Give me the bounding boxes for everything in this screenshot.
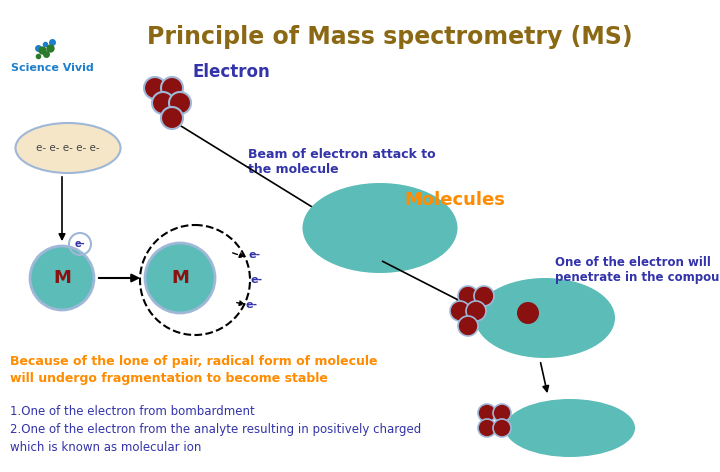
Circle shape [478, 419, 496, 437]
Circle shape [493, 419, 511, 437]
Circle shape [458, 316, 478, 336]
Circle shape [466, 301, 486, 321]
Text: e-: e- [251, 275, 263, 285]
Text: Beam of electron attack to
the molecule: Beam of electron attack to the molecule [248, 148, 436, 176]
Ellipse shape [302, 183, 457, 273]
Text: One of the electron will
penetrate in the compound: One of the electron will penetrate in th… [555, 256, 720, 284]
Text: Because of the lone of pair, radical form of molecule
will undergo fragmentation: Because of the lone of pair, radical for… [10, 355, 377, 385]
Circle shape [478, 404, 496, 422]
Circle shape [161, 107, 183, 129]
Text: Molecules: Molecules [405, 191, 505, 209]
Circle shape [169, 92, 191, 114]
Circle shape [161, 77, 183, 99]
Circle shape [145, 243, 215, 313]
Text: M: M [171, 269, 189, 287]
Text: e- e- e- e- e-: e- e- e- e- e- [36, 143, 100, 153]
Text: Science Vivid: Science Vivid [11, 63, 94, 73]
Circle shape [450, 301, 470, 321]
Circle shape [458, 286, 478, 306]
Text: Electron: Electron [192, 63, 270, 81]
Text: 1.One of the electron from bombardment
2.One of the electron from the analyte re: 1.One of the electron from bombardment 2… [10, 405, 421, 454]
Circle shape [517, 302, 539, 324]
Text: e-: e- [75, 239, 85, 249]
Text: Principle of Mass spectrometry (MS): Principle of Mass spectrometry (MS) [147, 25, 633, 49]
Ellipse shape [505, 399, 635, 457]
Text: e-: e- [246, 300, 258, 310]
Circle shape [30, 246, 94, 310]
Ellipse shape [16, 123, 120, 173]
Ellipse shape [475, 278, 615, 358]
Circle shape [493, 404, 511, 422]
Circle shape [144, 77, 166, 99]
Text: M: M [53, 269, 71, 287]
Circle shape [152, 92, 174, 114]
Text: e-: e- [249, 250, 261, 260]
Circle shape [474, 286, 494, 306]
